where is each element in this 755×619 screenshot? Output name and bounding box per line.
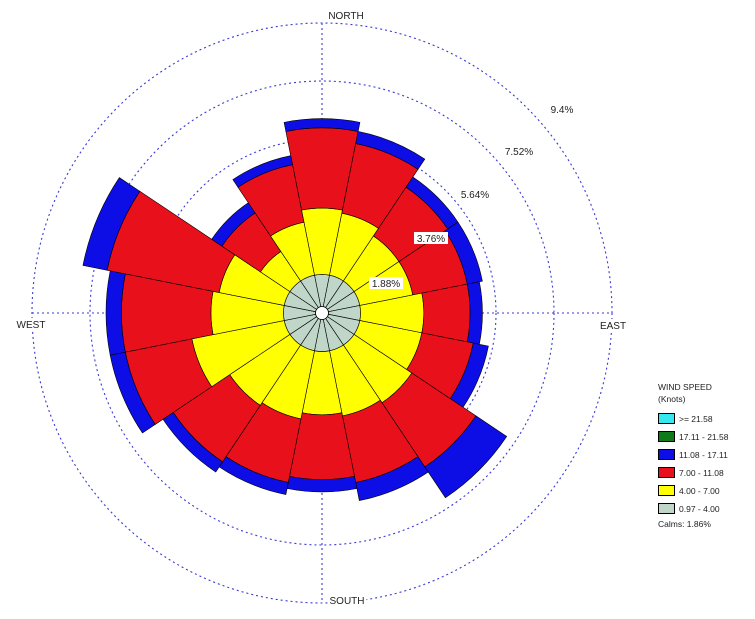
ring-label-bg-1: [369, 277, 403, 289]
direction-label-south: SOUTH: [330, 596, 365, 607]
legend-label: 7.00 - 11.08: [679, 467, 724, 478]
legend-item: 7.00 - 11.08: [658, 465, 728, 480]
legend-swatch: [658, 467, 675, 478]
legend-items: >= 21.58 17.11 - 21.58 11.08 - 17.11 7.00 -…: [658, 411, 728, 516]
ring-label-5: 9.4%: [551, 105, 574, 116]
direction-label-bg-east: [597, 319, 629, 332]
ring-label-1: 1.88%: [372, 279, 400, 290]
legend-item: 11.08 - 17.11: [658, 447, 728, 462]
legend-item: 17.11 - 21.58: [658, 429, 728, 444]
legend-title-line1: WIND SPEED: [658, 382, 712, 392]
direction-label-north: NORTH: [328, 11, 363, 22]
legend-swatch: [658, 431, 675, 442]
direction-label-bg-south: [327, 594, 367, 607]
wind-petals: [82, 118, 508, 501]
legend-item: 0.97 - 4.00: [658, 501, 728, 516]
petal-nne-11-08-17-11: [355, 131, 426, 170]
ring-label-bg-2: [414, 232, 448, 244]
legend-title: WIND SPEED (Knots): [658, 381, 728, 405]
legend-label: 11.08 - 17.11: [679, 449, 728, 460]
legend-label: 17.11 - 21.58: [679, 431, 729, 442]
direction-label-east: EAST: [600, 321, 626, 332]
ring-label-2: 3.76%: [417, 234, 445, 245]
petal-se-11-08-17-11: [424, 415, 508, 499]
direction-label-bg-north: [326, 9, 366, 22]
ring-label-3: 5.64%: [461, 190, 489, 201]
legend-label: 4.00 - 7.00: [679, 485, 720, 496]
legend-calms: Calms: 1.86%: [658, 519, 711, 529]
ring-label-4: 7.52%: [505, 147, 533, 158]
legend-swatch: [658, 413, 675, 424]
center-hole: [315, 306, 329, 320]
direction-label-bg-west: [15, 318, 47, 331]
legend-title-line2: (Knots): [658, 394, 686, 404]
legend-swatch: [658, 485, 675, 496]
petal-nnw-11-08-17-11: [232, 155, 293, 188]
petal-e-7-00-11-08: [421, 283, 471, 343]
ring-labels: 1.88% 3.76% 5.64% 7.52% 9.4%: [369, 105, 574, 290]
legend-label: >= 21.58: [679, 413, 713, 424]
legend-item: >= 21.58: [658, 411, 728, 426]
petal-wnw-11-08-17-11: [82, 177, 141, 271]
legend-swatch: [658, 449, 675, 460]
legend: WIND SPEED (Knots) >= 21.58 17.11 - 21.58…: [658, 381, 728, 529]
direction-label-west: WEST: [17, 320, 46, 331]
legend-swatch: [658, 503, 675, 514]
direction-labels: NORTH EAST SOUTH WEST: [15, 9, 629, 607]
legend-item: 4.00 - 7.00: [658, 483, 728, 498]
legend-label: 0.97 - 4.00: [679, 503, 720, 514]
